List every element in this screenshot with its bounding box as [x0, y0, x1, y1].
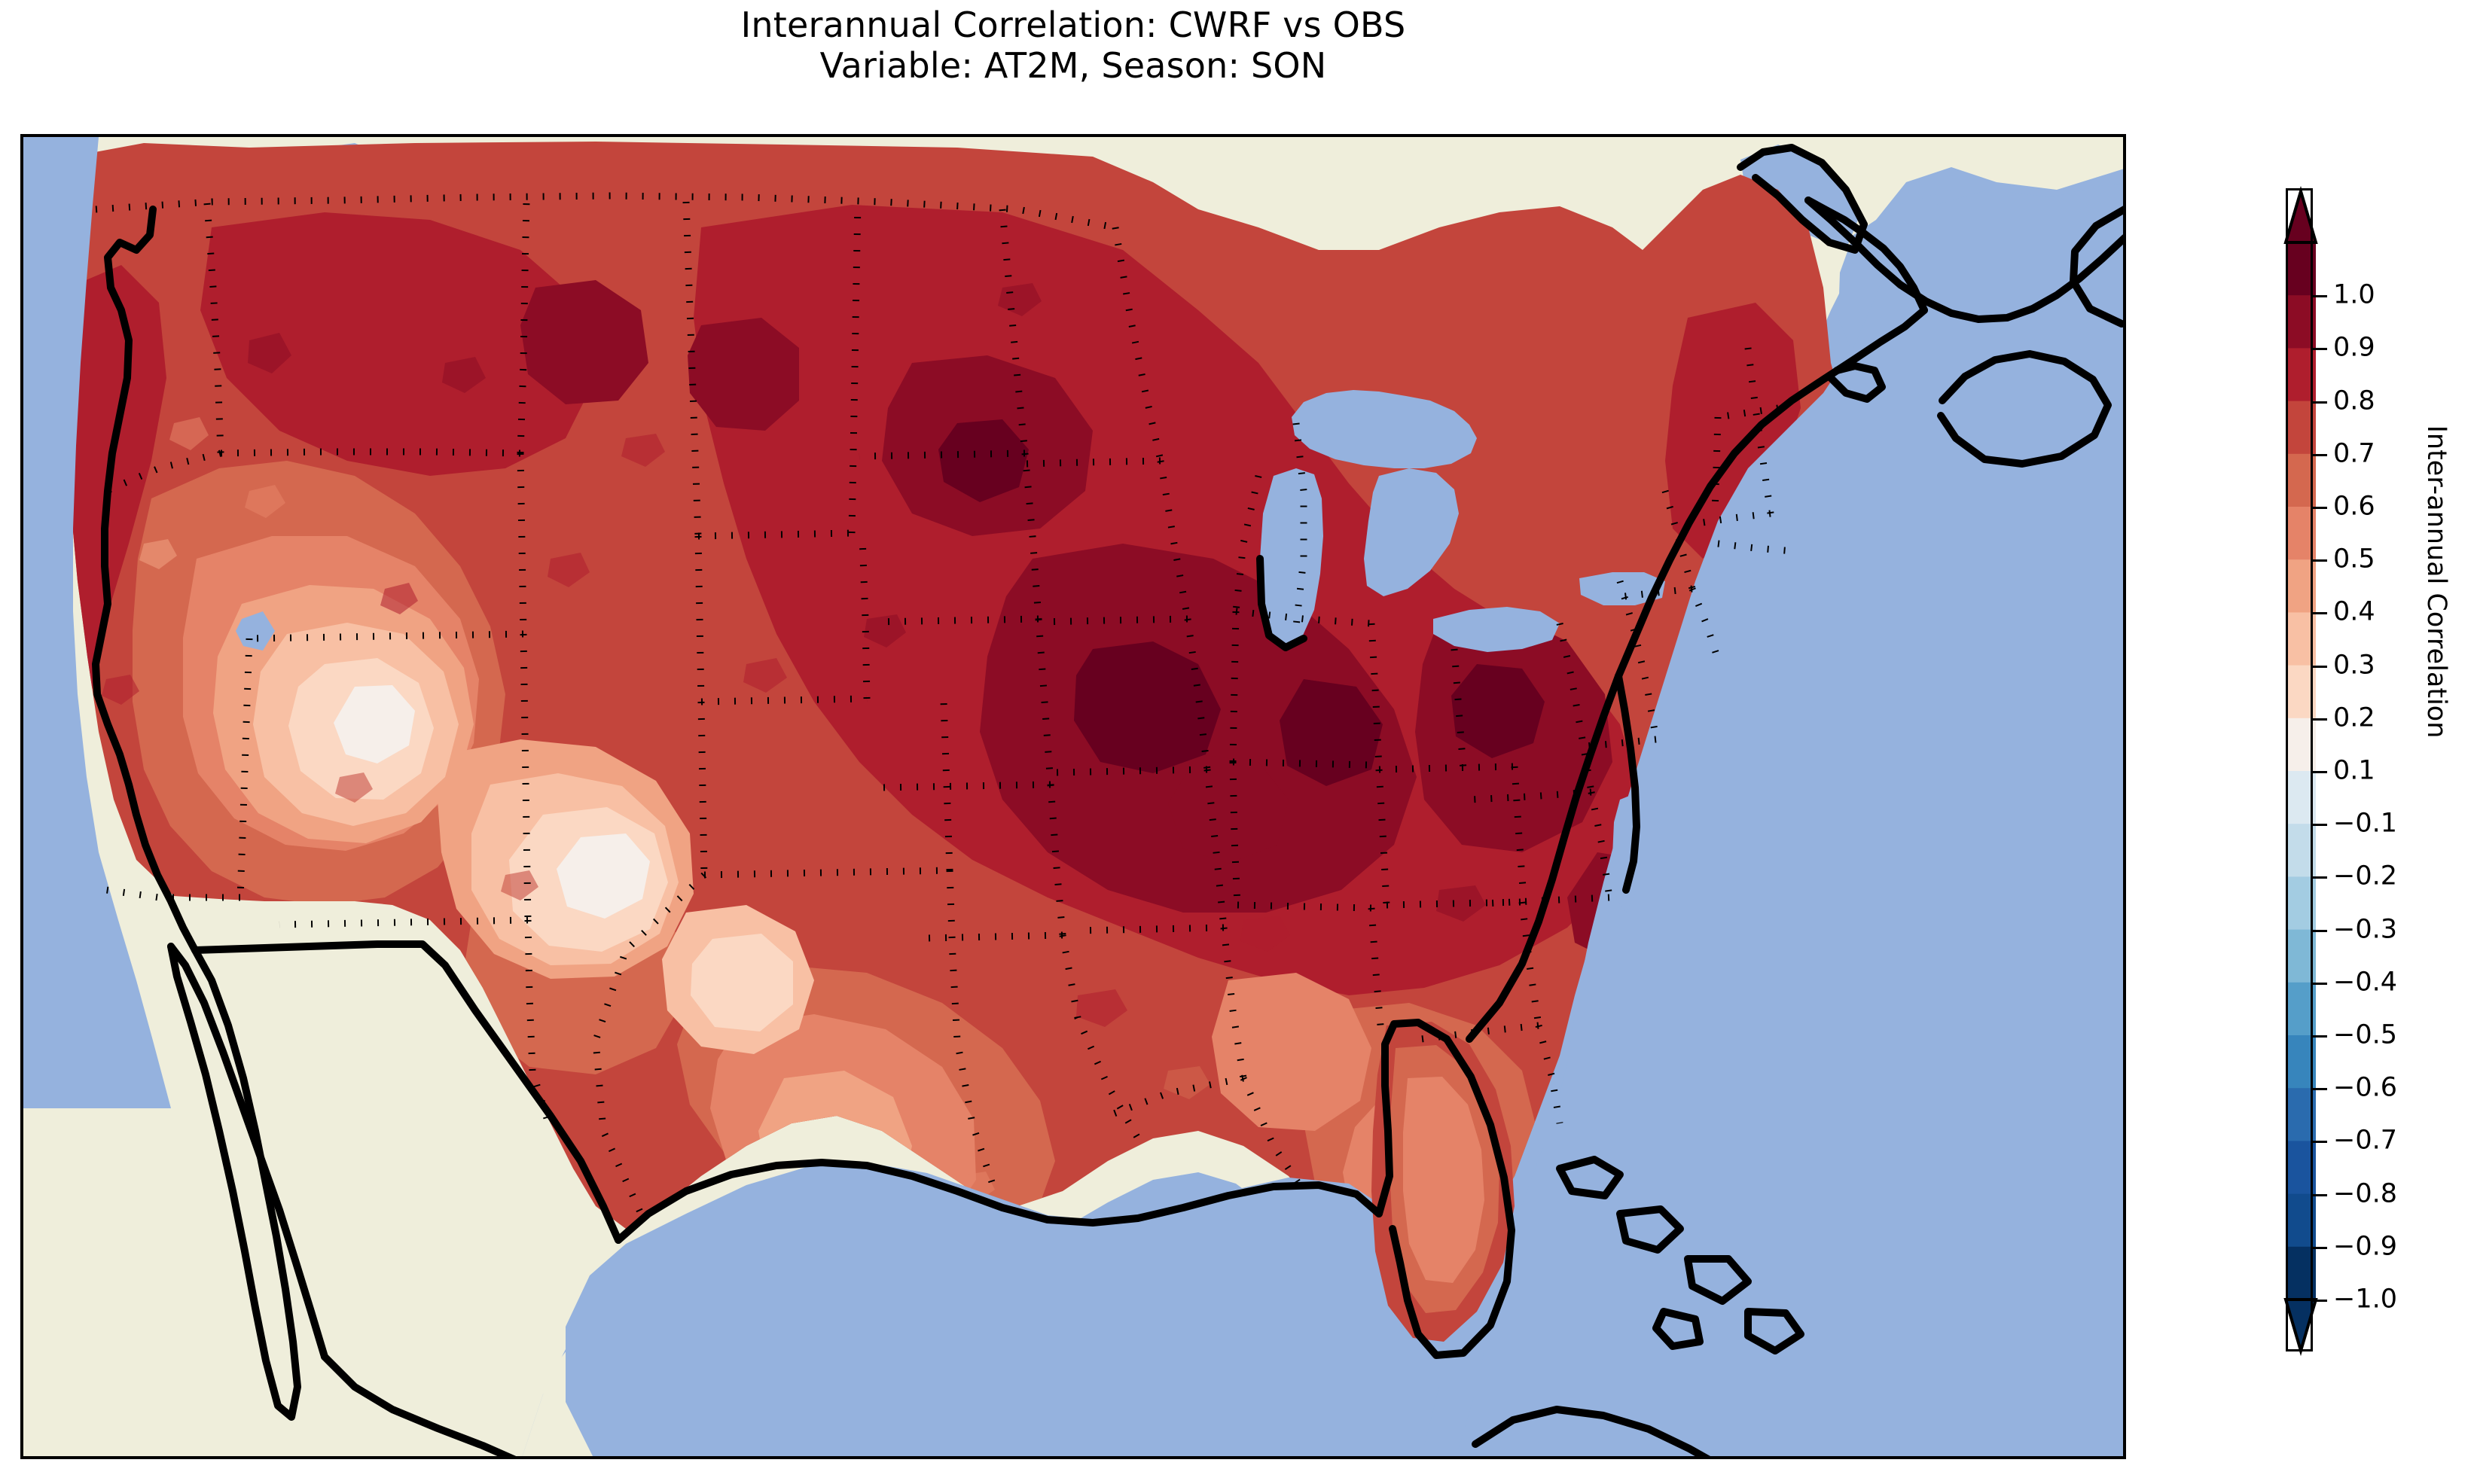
colorbar-tick-13 — [2313, 982, 2327, 985]
colorbar-tick-label-16: −0.7 — [2333, 1125, 2397, 1156]
colorbar-tick-label-10: −0.1 — [2333, 808, 2397, 839]
colorbar-tick-label-11: −0.2 — [2333, 861, 2397, 891]
state-borders — [95, 192, 1794, 1215]
colorbar-tick-17 — [2313, 1193, 2327, 1196]
colorbar-tick-label-17: −0.8 — [2333, 1178, 2397, 1209]
colorbar-band-6 — [2286, 559, 2316, 613]
colorbar-axis-label-text: Inter-annual Correlation — [2421, 425, 2451, 739]
map-canvas — [23, 137, 2123, 1456]
colorbar-tick-label-19: −1.0 — [2333, 1284, 2397, 1315]
colorbar-tick-15 — [2313, 1088, 2327, 1091]
colorbar-tick-7 — [2313, 665, 2327, 668]
colorbar-tick-19 — [2313, 1300, 2327, 1302]
lake-michigan-top — [1260, 468, 1323, 646]
colorbar-tick-label-13: −0.4 — [2333, 967, 2397, 998]
colorbar-band-5 — [2286, 507, 2316, 560]
lake-superior-top — [1292, 390, 1477, 468]
colorbar-tick-label-4: 0.6 — [2333, 491, 2375, 522]
colorbar-band-1 — [2286, 295, 2316, 349]
colorbar-tick-label-5: 0.5 — [2333, 544, 2375, 574]
lake-erie-top — [1433, 607, 1560, 652]
colorbar-tick-11 — [2313, 876, 2327, 879]
colorbar-tick-8 — [2313, 718, 2327, 721]
colorbar-band-19 — [2286, 1246, 2316, 1300]
colorbar-extend-bottom-arrow — [2283, 1298, 2318, 1357]
colorbar-band-0 — [2286, 242, 2316, 296]
colorbar-band-11 — [2286, 824, 2316, 877]
colorbar-band-15 — [2286, 1035, 2316, 1089]
colorbar-band-9 — [2286, 718, 2316, 772]
colorbar-band-13 — [2286, 929, 2316, 983]
title-line-2: Variable: AT2M, Season: SON — [819, 45, 1327, 87]
coastlines — [92, 144, 2123, 1456]
colorbar-band-17 — [2286, 1141, 2316, 1195]
colorbar-tick-label-8: 0.2 — [2333, 702, 2375, 733]
colorbar-band-8 — [2286, 665, 2316, 719]
colorbar-tick-label-7: 0.3 — [2333, 650, 2375, 681]
lake-ontario-top — [1579, 572, 1665, 605]
colorbar-tick-label-9: 0.1 — [2333, 755, 2375, 786]
colorbar-tick-10 — [2313, 824, 2327, 827]
landmass-baja-california — [174, 935, 300, 1417]
colorbar-tick-label-0: 1.0 — [2333, 279, 2375, 310]
colorbar-tick-label-14: −0.5 — [2333, 1019, 2397, 1050]
colorbar-band-3 — [2286, 401, 2316, 455]
colorbar-band-4 — [2286, 453, 2316, 507]
colorbar-band-12 — [2286, 876, 2316, 931]
title-line-1: Interannual Correlation: CWRF vs OBS — [740, 5, 1406, 45]
colorbar-tick-4 — [2313, 507, 2327, 509]
colorbar-tick-label-3: 0.7 — [2333, 438, 2375, 469]
colorbar-tick-1 — [2313, 348, 2327, 351]
colorbar-tick-18 — [2313, 1246, 2327, 1249]
colorbar-band-10 — [2286, 771, 2316, 824]
colorbar-tick-3 — [2313, 453, 2327, 456]
colorbar-tick-label-18: −0.9 — [2333, 1231, 2397, 1262]
colorbar-tick-16 — [2313, 1141, 2327, 1144]
colorbar-axis-label: Inter-annual Correlation — [2421, 0, 2451, 1163]
lake-great-salt-top — [236, 611, 275, 651]
colorbar-band-7 — [2286, 612, 2316, 666]
colorbar-band-2 — [2286, 348, 2316, 402]
lake-huron-top — [1364, 468, 1459, 596]
colorbar-band-14 — [2286, 982, 2316, 1036]
colorbar-ticks: 1.0 0.9 0.8 0.7 0.6 0.5 0.4 0.3 0.2 0.1 −0.1 −0.2 −0… — [2313, 188, 2463, 1351]
colorbar[interactable]: 1.0 0.9 0.8 0.7 0.6 0.5 0.4 0.3 0.2 0.1 −0.1 −0.2 −0… — [2283, 185, 2397, 1357]
water-overlay — [23, 137, 2123, 1456]
colorbar-tick-5 — [2313, 559, 2327, 562]
colorbar-band-18 — [2286, 1193, 2316, 1248]
colorbar-extend-top-arrow — [2283, 185, 2318, 244]
colorbar-tick-label-6: 0.4 — [2333, 596, 2375, 627]
colorbar-tick-9 — [2313, 771, 2327, 773]
colorbar-tick-label-12: −0.3 — [2333, 914, 2397, 945]
colorbar-tick-14 — [2313, 1035, 2327, 1038]
page-title: Interannual Correlation: CWRF vs OBS Var… — [0, 5, 2146, 87]
colorbar-tick-label-15: −0.6 — [2333, 1072, 2397, 1103]
colorbar-tick-0 — [2313, 295, 2327, 298]
colorbar-tick-6 — [2313, 612, 2327, 615]
colorbar-tick-label-1: 0.9 — [2333, 332, 2375, 363]
map-axes[interactable] — [20, 134, 2126, 1459]
colorbar-tick-label-2: 0.8 — [2333, 385, 2375, 416]
colorbar-tick-12 — [2313, 929, 2327, 932]
colorbar-tick-2 — [2313, 401, 2327, 404]
colorbar-band-16 — [2286, 1088, 2316, 1141]
correlation-map — [23, 137, 2123, 1456]
colorbar-bands — [2286, 242, 2316, 1300]
